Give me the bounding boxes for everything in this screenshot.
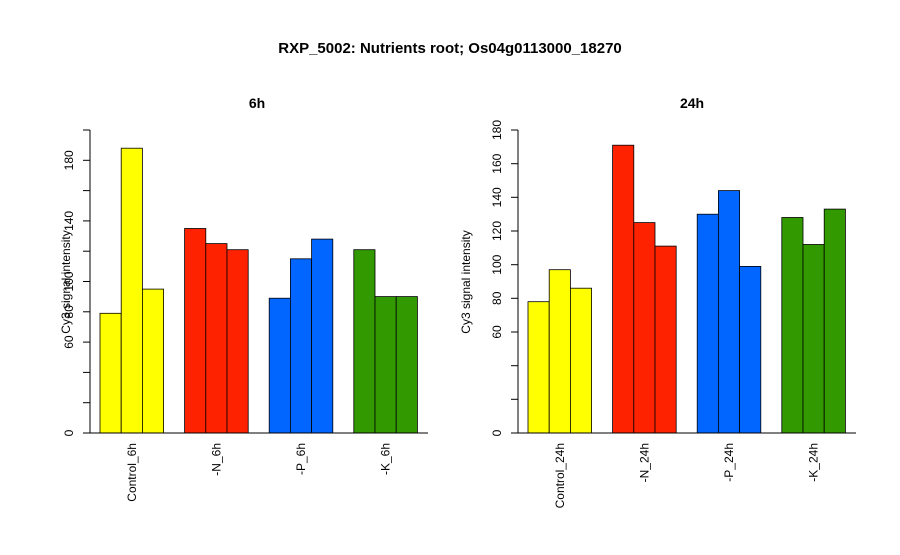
bar-Control_6h-3	[141, 288, 164, 434]
bar--P_24h-1	[696, 213, 719, 434]
panel-24h: 24h Cy3 signal intensity Control_24h -N_2…	[459, 95, 856, 508]
x-tick-label: -P_6h	[294, 443, 308, 475]
y-tick-label: 0	[490, 429, 504, 436]
bar--P_6h-2	[289, 258, 312, 434]
x-tick-label: Control_24h	[553, 443, 567, 508]
bar--N_6h-3	[226, 249, 249, 434]
y-tick-label: 180	[62, 150, 76, 170]
panel-6h: 6h Cy3 signal intensity Control_6h -N_6h -…	[59, 95, 428, 502]
y-axis-label: Cy3 signal intensity	[459, 230, 473, 333]
bar-Control_24h-1	[527, 301, 550, 434]
y-tick-label: 120	[490, 221, 504, 241]
y-tick-label: 100	[490, 254, 504, 274]
bar--K_6h-2	[374, 296, 397, 434]
y-axis-label: Cy3 signal intensity	[59, 230, 73, 333]
bar--N_24h-2	[633, 222, 656, 434]
y-tick-label: 60	[490, 325, 504, 339]
x-tick-label: -N_6h	[209, 443, 223, 476]
bar-Control_6h-2	[120, 147, 143, 434]
bar-Control_24h-2	[548, 269, 571, 434]
x-tick-label: -K_6h	[379, 443, 393, 475]
x-tick-label: -K_24h	[807, 443, 821, 482]
bar--K_24h-1	[781, 217, 804, 434]
bar-Control_24h-3	[570, 287, 593, 434]
y-tick-label: 0	[62, 429, 76, 436]
bar--P_6h-1	[268, 297, 291, 434]
bar--K_6h-1	[353, 249, 376, 434]
figure-title: RXP_5002: Nutrients root; Os04g0113000_1…	[278, 40, 622, 57]
x-tick-label: Control_6h	[125, 443, 139, 502]
bar--P_24h-2	[718, 190, 741, 434]
y-tick-label: 80	[62, 305, 76, 319]
bar--N_6h-1	[184, 228, 207, 434]
bar--P_24h-3	[739, 265, 762, 434]
y-tick-label: 100	[62, 271, 76, 291]
y-tick-label: 140	[490, 187, 504, 207]
bar--N_24h-3	[654, 245, 677, 434]
y-tick-label: 160	[490, 153, 504, 173]
bar--K_24h-3	[823, 208, 846, 434]
x-tick-label: -N_24h	[637, 443, 651, 482]
bar--N_24h-1	[612, 144, 635, 434]
bar-Control_6h-1	[99, 312, 122, 434]
y-tick-label: 180	[490, 120, 504, 140]
y-tick-label: 80	[490, 291, 504, 305]
panel-title: 24h	[680, 95, 704, 111]
y-tick-label: 140	[62, 211, 76, 231]
bar--K_24h-2	[802, 244, 825, 434]
bar--K_6h-3	[395, 296, 418, 434]
bar--N_6h-2	[205, 243, 228, 434]
bar--P_6h-3	[311, 238, 334, 434]
x-tick-label: -P_24h	[722, 443, 736, 482]
panel-title: 6h	[249, 95, 265, 111]
y-tick-label: 60	[62, 335, 76, 349]
